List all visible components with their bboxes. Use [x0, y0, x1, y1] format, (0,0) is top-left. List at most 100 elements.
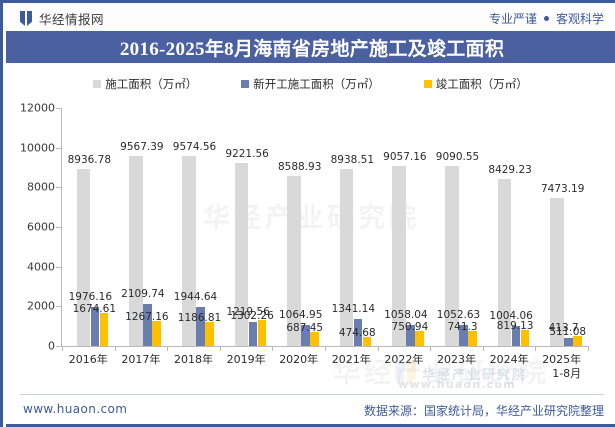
- bar-value-label: 1944.64: [173, 291, 218, 304]
- bar-1-1[interactable]: [143, 304, 152, 346]
- y-tick-label: 8000: [27, 180, 55, 194]
- y-tick-label: 10000: [20, 141, 55, 155]
- bar-value-label: 1341.14: [331, 303, 376, 316]
- y-tick-label: 4000: [27, 260, 55, 274]
- bar-value-label: 8429.23: [488, 163, 532, 176]
- bar-value-label: 413.7: [548, 321, 579, 334]
- x-tick-mark: [377, 346, 379, 351]
- x-tick-mark: [272, 346, 274, 351]
- tagline-left: 专业严谨: [488, 12, 537, 26]
- y-tick-mark: [56, 346, 61, 347]
- x-tick-mark: [482, 346, 484, 351]
- x-tick-mark: [535, 346, 537, 351]
- y-tick-label: 0: [48, 339, 55, 353]
- bar-2-1[interactable]: [152, 320, 161, 346]
- bar-2-2[interactable]: [205, 322, 214, 346]
- legend-item-2[interactable]: 竣工面积（万㎡）: [423, 76, 528, 92]
- x-tick-label: 2025年 1-8月: [542, 353, 582, 380]
- legend-item-0[interactable]: 施工面积（万㎡）: [93, 76, 197, 92]
- page-title: 2016-2025年8月海南省房地产施工及竣工面积: [119, 38, 505, 60]
- x-tick-sublabel: 1-8月: [552, 367, 582, 380]
- bar-2-5[interactable]: [362, 336, 372, 346]
- footer-divider: [20, 394, 604, 395]
- y-tick-mark: [56, 227, 61, 228]
- x-tick-label: 2022年: [384, 353, 424, 366]
- chart-legend: 施工面积（万㎡） 新开工施工面积（万㎡） 竣工面积（万㎡）: [3, 72, 615, 96]
- bar-2-9[interactable]: [573, 335, 582, 346]
- y-tick-label: 2000: [27, 299, 55, 313]
- bar-value-label: 1052.63: [436, 309, 481, 322]
- x-tick-mark: [167, 346, 169, 351]
- bullet-dot-icon: [543, 16, 549, 21]
- bar-0-5[interactable]: [339, 168, 354, 346]
- bar-2-7[interactable]: [468, 331, 477, 346]
- bar-1-4[interactable]: [301, 324, 310, 346]
- legend-label: 竣工面积（万㎡）: [435, 77, 528, 91]
- x-tick-mark: [588, 346, 589, 351]
- bar-1-7[interactable]: [459, 325, 468, 346]
- x-tick-mark: [114, 346, 116, 351]
- bar-0-1[interactable]: [129, 156, 143, 346]
- legend-item-1[interactable]: 新开工施工面积（万㎡）: [241, 76, 380, 92]
- bar-value-label: 1004.06: [489, 310, 533, 323]
- x-tick-mark: [219, 346, 221, 351]
- bar-value-label: 474.68: [338, 326, 376, 339]
- bar-2-4[interactable]: [310, 332, 319, 346]
- bar-value-label: 7473.19: [540, 182, 585, 195]
- bar-value-label: 1058.04: [384, 309, 428, 322]
- site-header: 华经情报网 专业严谨 客观科学: [3, 0, 615, 31]
- legend-swatch-icon: [423, 80, 432, 88]
- tagline: 专业严谨 客观科学: [489, 10, 604, 27]
- bar-value-label: 819.13: [496, 319, 534, 332]
- bar-0-7[interactable]: [445, 165, 459, 346]
- bar-value-label: 8588.93: [277, 160, 322, 173]
- x-tick-label: 2021年: [331, 353, 371, 366]
- x-tick-label: 2023年: [437, 353, 476, 366]
- footer-url[interactable]: www.huaon.com: [23, 402, 128, 416]
- title-band: 2016-2025年8月海南省房地产施工及竣工面积: [6, 31, 615, 63]
- x-tick-label: 2016年: [68, 353, 108, 366]
- bar-value-label: 750.94: [391, 321, 429, 334]
- x-tick-mark: [430, 346, 432, 351]
- y-axis-line: [61, 108, 62, 346]
- bar-value-label: 741.3: [447, 321, 478, 334]
- y-tick-mark: [56, 306, 61, 308]
- bar-value-label: 9090.55: [435, 150, 480, 163]
- bar-1-5[interactable]: [353, 319, 363, 346]
- x-tick-label: 2024年: [489, 353, 529, 366]
- bar-1-0[interactable]: [90, 306, 100, 346]
- bar-0-3[interactable]: [234, 163, 249, 346]
- x-axis-labels: 2016年 2017年 2018年 2019年 2020年 2021年 2022年 2023年…: [62, 353, 588, 389]
- bar-2-0[interactable]: [99, 312, 109, 346]
- bar-value-label: 2109.74: [121, 288, 165, 301]
- legend-swatch-icon: [241, 80, 250, 88]
- bar-0-0[interactable]: [76, 168, 91, 346]
- brand[interactable]: 华经情报网: [20, 9, 104, 28]
- huaon-logo-icon: [20, 11, 33, 26]
- bar-2-6[interactable]: [415, 331, 424, 346]
- y-tick-label: 6000: [27, 220, 55, 234]
- bar-2-3[interactable]: [257, 320, 267, 346]
- y-tick-label: 12000: [20, 101, 55, 115]
- bar-1-2[interactable]: [196, 307, 205, 346]
- y-tick-mark: [56, 108, 61, 109]
- x-tick-label: 2020年: [279, 353, 319, 366]
- bar-1-8[interactable]: [511, 326, 521, 346]
- bar-value-label: 1064.95: [278, 308, 323, 321]
- site-footer: www.huaon.com 数据来源：国家统计局，华经产业研究院整理: [6, 394, 615, 427]
- bar-2-8[interactable]: [520, 329, 530, 346]
- bar-1-9[interactable]: [564, 337, 573, 346]
- bar-value-label: 9567.39: [120, 141, 164, 154]
- y-tick-mark: [56, 187, 61, 189]
- bar-0-9[interactable]: [550, 197, 564, 346]
- y-tick-mark: [56, 266, 61, 268]
- bar-1-3[interactable]: [248, 321, 258, 346]
- bar-0-8[interactable]: [497, 178, 512, 346]
- bar-value-label: 687.45: [286, 322, 324, 335]
- bar-1-6[interactable]: [406, 325, 415, 346]
- bar-value-label: 9221.56: [225, 148, 269, 161]
- bars-container: 8936.78 1976.16 1674.61 9567.39 2109.74 1267.…: [62, 108, 588, 346]
- bar-0-2[interactable]: [182, 156, 196, 346]
- bar-0-6[interactable]: [392, 166, 406, 346]
- bar-0-4[interactable]: [287, 175, 301, 346]
